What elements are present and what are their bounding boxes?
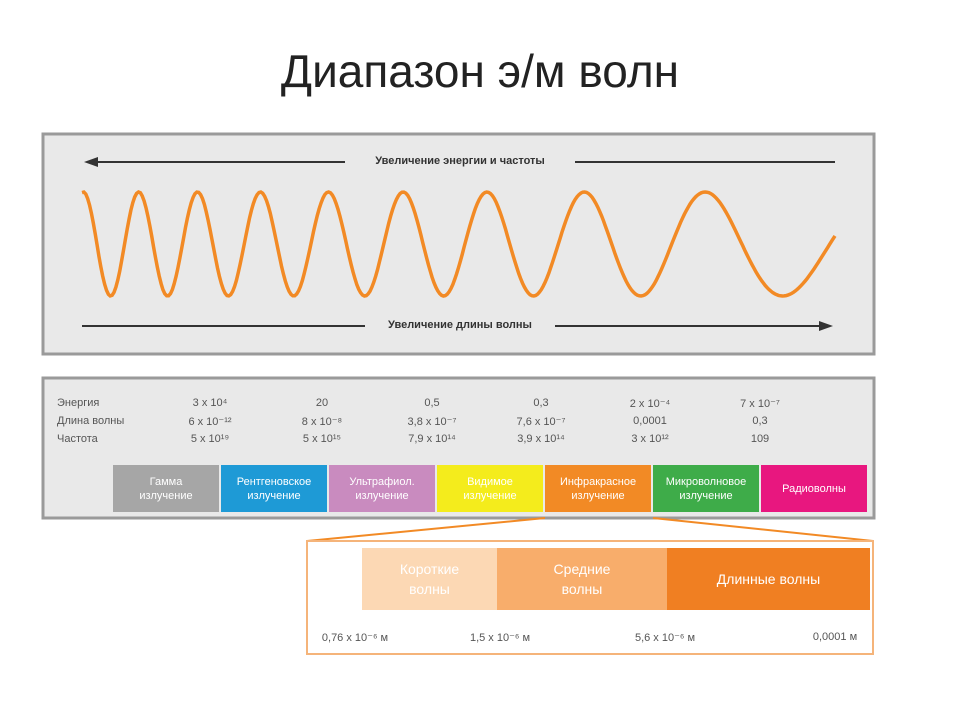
scale-label: 5,6 x 10⁻⁶ м <box>634 632 696 644</box>
connector <box>652 517 874 542</box>
subband: Средние волны <box>497 548 667 610</box>
table-cell: 7 x 10⁻⁷ <box>740 398 780 410</box>
arrow-label: Увеличение длины волны <box>388 319 532 331</box>
row-label: Длина волны <box>57 415 125 427</box>
arrow-label: Увеличение энергии и частоты <box>375 155 545 167</box>
table-cell: 5 x 10¹⁵ <box>302 433 342 445</box>
table-cell: 0,3 <box>752 415 768 427</box>
band: Гамма излучение <box>113 465 219 512</box>
band: Рентгеновское излучение <box>221 465 327 512</box>
table-cell: 109 <box>750 433 770 445</box>
table-cell: 3 x 10⁴ <box>192 397 228 409</box>
table-cell: 7,9 x 10¹⁴ <box>408 433 456 445</box>
table-cell: 8 x 10⁻⁸ <box>301 416 343 428</box>
arrow-head <box>84 157 98 167</box>
band: Радиоволны <box>761 465 867 512</box>
table-cell: 20 <box>315 397 329 409</box>
wave <box>81 190 837 298</box>
scale-label: 1,5 x 10⁻⁶ м <box>469 632 531 644</box>
scale-label: 0,76 x 10⁻⁶ м <box>321 632 389 644</box>
arrow-head <box>819 321 833 331</box>
table-cell: 0,5 <box>424 397 440 409</box>
table-cell: 2 x 10⁻⁴ <box>629 398 671 410</box>
table-cell: 3,8 x 10⁻⁷ <box>407 416 457 428</box>
table-cell: 0,3 <box>533 397 549 409</box>
table-cell: 0,0001 <box>633 415 667 427</box>
subband: Короткие волны <box>362 548 497 610</box>
row-label: Частота <box>57 433 98 445</box>
subband: Длинные волны <box>667 548 870 610</box>
row-label: Энергия <box>57 397 100 409</box>
title: Диапазон э/м волн <box>280 45 680 97</box>
scale-label: 0,0001 м <box>812 631 858 643</box>
table-cell: 3 x 10¹² <box>631 433 669 445</box>
band: Видимое излучение <box>437 465 543 512</box>
table-cell: 3,9 x 10¹⁴ <box>517 433 565 445</box>
band: Микроволновое излучение <box>653 465 759 512</box>
band: Ультрафиол. излучение <box>329 465 435 512</box>
band: Инфракрасное излучение <box>545 465 651 512</box>
table-cell: 7,6 x 10⁻⁷ <box>516 416 566 428</box>
table-cell: 5 x 10¹⁹ <box>190 433 230 445</box>
table-cell: 6 x 10⁻¹² <box>188 416 232 428</box>
connector <box>306 517 546 542</box>
